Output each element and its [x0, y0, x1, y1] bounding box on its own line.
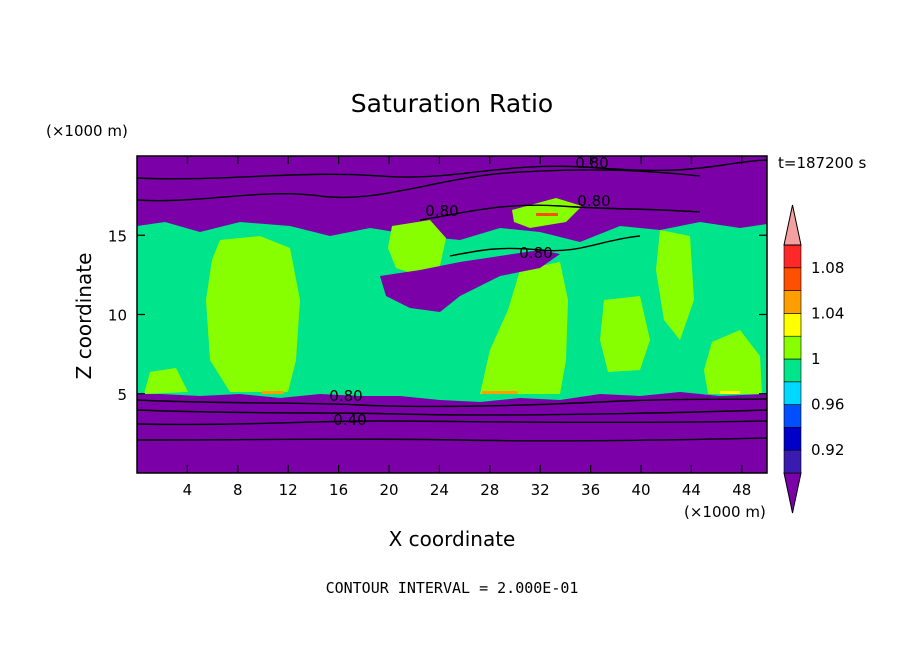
- y-tick-label: 15: [108, 227, 127, 245]
- contour-label: 0.80: [425, 202, 458, 220]
- x-tick-label: 24: [430, 481, 449, 499]
- contour-line: [136, 169, 701, 202]
- colorbar: 0.92 0.96 1 1.04 1.08: [783, 204, 844, 514]
- x-tick-label: 20: [379, 481, 398, 499]
- x-tick-label: 12: [279, 481, 298, 499]
- x-tick-label: 48: [732, 481, 751, 499]
- x-tick-label: 28: [480, 481, 499, 499]
- saturated-patch: [480, 262, 568, 394]
- y-axis-ticks: 5 10 15: [108, 227, 767, 404]
- plot-area: 0.80 0.80 0.80 0.80 0.80 0.40: [136, 154, 768, 474]
- contour-line: [449, 235, 641, 257]
- x-tick-label: 32: [531, 481, 550, 499]
- dry-intrusion-region: [380, 250, 560, 312]
- colorbar-bin: [783, 381, 802, 405]
- saturated-patch: [704, 330, 762, 394]
- contour-line: [419, 204, 701, 221]
- colorbar-bin: [783, 404, 802, 428]
- contour-label: 0.40: [333, 411, 366, 429]
- x-tick-label: 40: [631, 481, 650, 499]
- colorbar-bin: [783, 267, 802, 291]
- x-tick-label: 4: [183, 481, 193, 499]
- contour-line: [136, 409, 768, 416]
- colorbar-bin: [783, 290, 802, 314]
- x-tick-label: 8: [233, 481, 243, 499]
- time-label: t=187200 s: [778, 154, 866, 172]
- colorbar-extend-low: [783, 472, 802, 514]
- colorbar-bin: [783, 244, 802, 269]
- colorbar-tick-label: 1.04: [811, 304, 844, 322]
- contour-label: 0.80: [519, 244, 552, 262]
- colorbar-tick-label: 0.92: [811, 441, 844, 459]
- contour-lines: [136, 159, 768, 442]
- contour-line: [136, 398, 768, 408]
- colorbar-tick-label: 1.08: [811, 259, 844, 277]
- colorbar-bin: [783, 449, 802, 474]
- colorbar-tick-label: 1: [811, 350, 821, 368]
- saturated-patch: [206, 236, 300, 392]
- x-axis-label: X coordinate: [389, 527, 516, 551]
- saturated-patch: [600, 296, 650, 372]
- supersaturated-strips: [262, 213, 740, 394]
- footer-contour-interval: CONTOUR INTERVAL = 2.000E-01: [326, 579, 579, 597]
- contour-label: 0.80: [329, 387, 362, 405]
- x-axis-ticks: 4 8 12 16 20 24 28 32 36 40 44 48: [183, 156, 751, 499]
- contour-line: [136, 437, 768, 442]
- saturated-patch: [144, 368, 188, 394]
- contour-label: 0.80: [575, 154, 608, 172]
- colorbar-tick-label: 0.96: [811, 396, 844, 414]
- chart-title: Saturation Ratio: [351, 89, 553, 118]
- colorbar-extend-high: [783, 204, 802, 246]
- contour-line: [136, 420, 768, 426]
- x-unit-label: (×1000 m): [684, 503, 766, 521]
- x-tick-label: 44: [682, 481, 701, 499]
- colorbar-bin: [783, 313, 802, 337]
- y-tick-label: 10: [108, 307, 127, 325]
- saturated-patch: [656, 230, 694, 340]
- colorbar-bin: [783, 427, 802, 451]
- x-tick-label: 36: [581, 481, 600, 499]
- saturated-patch: [388, 220, 446, 276]
- y-tick-label: 5: [117, 386, 127, 404]
- colorbar-bin: [783, 358, 802, 383]
- x-tick-label: 16: [329, 481, 348, 499]
- y-axis-label: Z coordinate: [72, 253, 96, 380]
- y-unit-label: (×1000 m): [46, 122, 128, 140]
- saturated-patches: [144, 198, 762, 394]
- contour-line: [136, 159, 768, 180]
- colorbar-bin: [783, 335, 802, 360]
- contour-label: 0.80: [577, 192, 610, 210]
